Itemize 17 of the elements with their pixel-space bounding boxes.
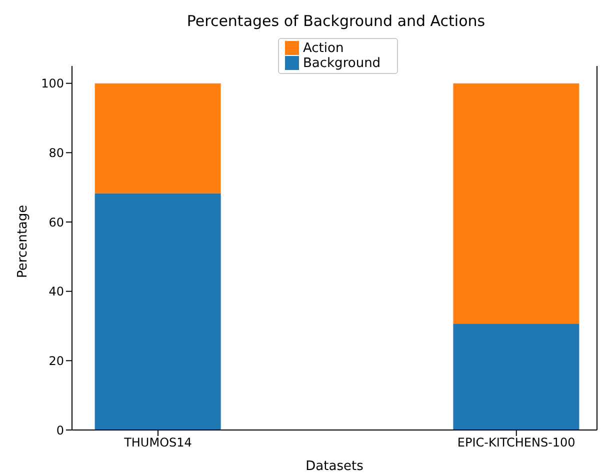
y-tick-label: 60 (48, 215, 64, 230)
bar (94, 83, 221, 194)
legend-label: Action (303, 41, 344, 56)
y-tick-label: 20 (48, 354, 64, 368)
bar (94, 193, 221, 430)
bar (453, 83, 580, 324)
y-tick-label: 80 (48, 146, 64, 160)
y-axis-title: Percentage (16, 204, 31, 278)
chart-title: Percentages of Background and Actions (186, 12, 486, 30)
y-tick-label: 0 (56, 423, 64, 438)
x-tick-label: THUMOS14 (123, 436, 192, 450)
bar (453, 324, 580, 430)
y-tick-label: 40 (48, 284, 64, 299)
x-axis-title: Datasets (306, 459, 364, 474)
legend-label: Background (303, 56, 381, 71)
x-tick-label: EPIC-KITCHENS-100 (457, 436, 576, 450)
y-tick-label: 100 (41, 76, 64, 91)
